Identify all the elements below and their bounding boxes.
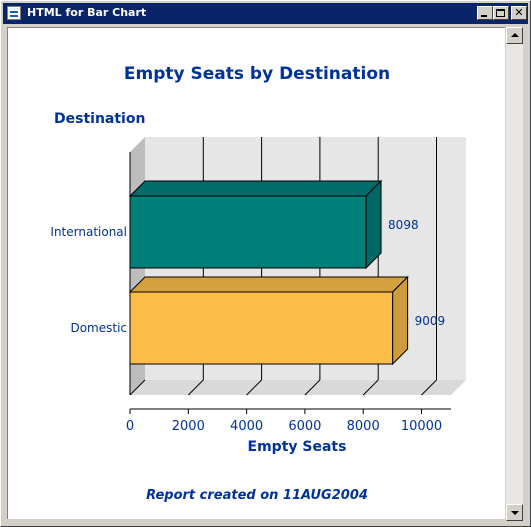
scroll-up-button[interactable] (506, 27, 523, 44)
data-label-1: 9009 (415, 314, 446, 328)
bar-1 (130, 292, 393, 364)
title-bar[interactable]: HTML for Bar Chart ✕ (3, 3, 528, 24)
close-button[interactable]: ✕ (511, 6, 527, 20)
x-tick-label-0: 0 (126, 419, 134, 434)
arrow-down-icon (511, 511, 519, 515)
bar-top-1 (130, 277, 408, 292)
x-tick-label-2: 4000 (230, 419, 263, 434)
chart-floor (130, 380, 466, 395)
category-label-0: International (50, 225, 127, 239)
app-icon[interactable] (7, 6, 21, 20)
report-content: Empty Seats by Destination Destination 8… (7, 27, 505, 519)
value-axis-title: Empty Seats (8, 439, 505, 455)
data-label-0: 8098 (388, 218, 419, 232)
bar-0 (130, 196, 366, 268)
maximize-button[interactable] (493, 6, 509, 20)
x-tick-label-4: 8000 (347, 419, 380, 434)
bar-top-0 (130, 181, 381, 196)
x-tick-label-1: 2000 (172, 419, 205, 434)
bar-side-0 (366, 181, 381, 268)
bar-side-1 (393, 277, 408, 364)
close-icon: ✕ (512, 6, 526, 20)
report-footnote: Report created on 11AUG2004 (8, 488, 505, 503)
x-tick-label-5: 10000 (401, 419, 442, 434)
window-title: HTML for Bar Chart (27, 6, 146, 20)
minimize-icon (481, 15, 487, 17)
arrow-up-icon (511, 33, 519, 37)
bar-chart: 8098 International 9009 Domestic 0 2000 4000 60… (8, 28, 505, 468)
category-label-1: Domestic (70, 321, 127, 335)
scroll-down-button[interactable] (506, 504, 523, 521)
x-tick-label-3: 6000 (288, 419, 321, 434)
maximize-icon (496, 9, 505, 17)
minimize-button[interactable] (477, 6, 493, 20)
vertical-scrollbar[interactable] (506, 27, 523, 521)
